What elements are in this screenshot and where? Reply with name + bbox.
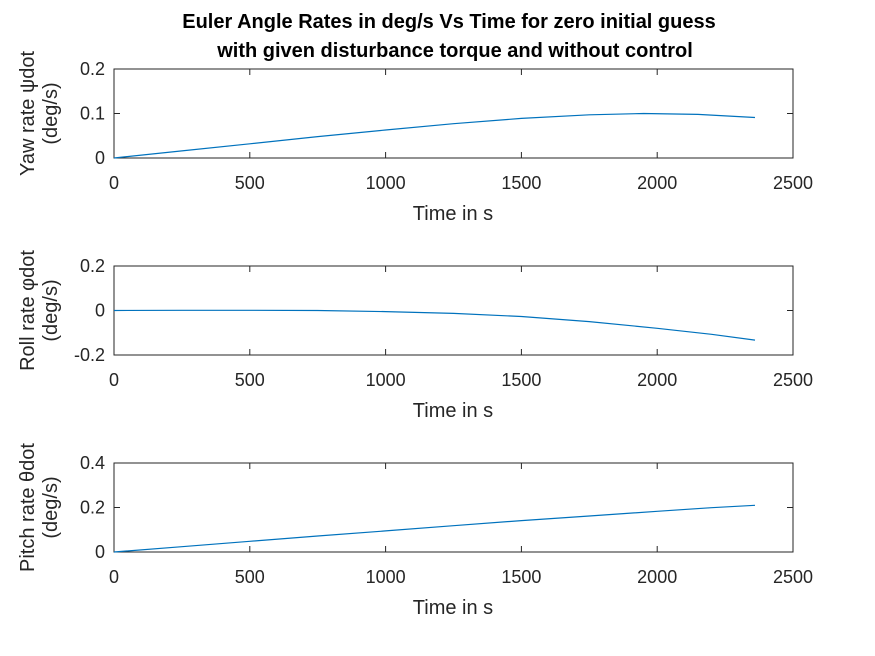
x-tick-label: 1500 — [501, 370, 541, 390]
plot-area — [113, 462, 794, 553]
x-tick-label: 2500 — [773, 173, 813, 193]
y-tick-label: -0.2 — [74, 345, 105, 365]
series-line — [113, 504, 756, 553]
series-line — [113, 112, 756, 159]
y-axis-label-line-1: Pitch rate θdot — [17, 443, 39, 572]
x-axis-label: Time in s — [413, 400, 493, 422]
subplot-1: 0 500 1000 1500 2000 2500 0 0.1 0.2 Time in s Yaw … — [17, 51, 813, 225]
x-tick-label: 500 — [235, 173, 265, 193]
y-axis-label-line-2: (deg/s) — [40, 476, 62, 538]
x-tick-label: 2000 — [637, 370, 677, 390]
y-axis-label-line-2: (deg/s) — [40, 279, 62, 341]
x-tick-label: 2000 — [637, 173, 677, 193]
subplot-3: 0 500 1000 1500 2000 2500 0 0.2 0.4 Time in s Pitc… — [17, 443, 813, 619]
x-tick-label: 2500 — [773, 370, 813, 390]
x-axis-label: Time in s — [413, 597, 493, 619]
x-tick-label: 1500 — [501, 567, 541, 587]
y-tick-label: 0 — [95, 301, 105, 321]
x-tick-label: 0 — [109, 173, 119, 193]
y-tick-label: 0.1 — [80, 104, 105, 124]
chart-title-line-1: Euler Angle Rates in deg/s Vs Time for z… — [182, 11, 715, 33]
x-tick-label: 1000 — [366, 567, 406, 587]
x-tick-label: 500 — [235, 567, 265, 587]
y-tick-label: 0 — [95, 542, 105, 562]
y-tick-label: 0.2 — [80, 59, 105, 79]
y-tick-label: 0.2 — [80, 256, 105, 276]
x-tick-label: 0 — [109, 567, 119, 587]
y-axis-label-line-2: (deg/s) — [40, 82, 62, 144]
subplots: 0 500 1000 1500 2000 2500 0 0.1 0.2 Time in s Yaw … — [17, 51, 813, 619]
x-tick-label: 500 — [235, 370, 265, 390]
y-axis-label-line-1: Roll rate φdot — [17, 250, 39, 371]
x-tick-label: 2500 — [773, 567, 813, 587]
x-tick-label: 0 — [109, 370, 119, 390]
x-tick-label: 2000 — [637, 567, 677, 587]
plot-area — [113, 68, 794, 159]
x-tick-label: 1000 — [366, 173, 406, 193]
x-axis-label: Time in s — [413, 203, 493, 225]
y-axis-label-line-1: Yaw rate ψdot — [17, 51, 39, 177]
x-tick-label: 1500 — [501, 173, 541, 193]
series-line — [113, 309, 756, 341]
y-tick-label: 0.4 — [80, 453, 105, 473]
y-tick-label: 0 — [95, 148, 105, 168]
chart-title-line-2: with given disturbance torque and withou… — [216, 40, 693, 62]
x-tick-label: 1000 — [366, 370, 406, 390]
y-tick-label: 0.2 — [80, 498, 105, 518]
